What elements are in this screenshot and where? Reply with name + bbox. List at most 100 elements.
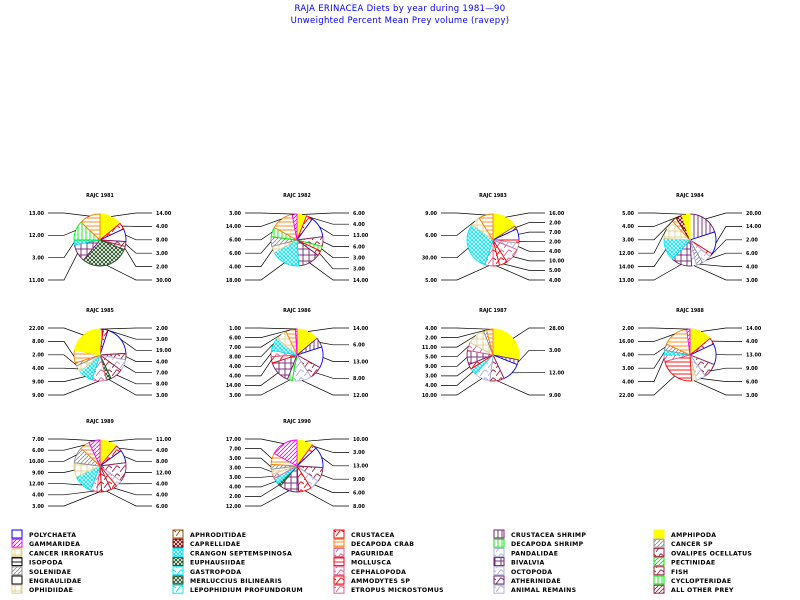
- slice-value-label: 20.00: [746, 211, 762, 217]
- slice-value-label: 9.00: [425, 364, 437, 370]
- leader-line: [319, 342, 349, 346]
- leader-line: [638, 228, 667, 254]
- slice-value-label: 16.00: [619, 339, 635, 345]
- leader-line: [693, 265, 742, 281]
- slice-value-label: 3.00: [229, 211, 241, 217]
- slice-value-label: 13.00: [353, 359, 369, 365]
- slice-value-label: 3.00: [353, 450, 365, 456]
- slice-value-label: 8.00: [353, 376, 365, 382]
- slice-value-label: 10.00: [353, 437, 369, 443]
- slice-value-label: 4.00: [353, 222, 365, 228]
- slice-amphipoda: [681, 213, 691, 241]
- legend-label: PECTINIDAE: [671, 560, 715, 567]
- legend-label: MOLLUSCA: [351, 560, 391, 567]
- slice-value-label: 2.00: [229, 494, 241, 500]
- leader-line: [245, 480, 277, 488]
- leader-line: [48, 212, 90, 217]
- slice-value-label: 12.00: [156, 470, 172, 476]
- leader-line: [638, 333, 675, 342]
- leader-line: [710, 367, 742, 372]
- leader-line: [314, 484, 349, 493]
- legend-swatch: [493, 538, 505, 548]
- slice-value-label: 4.00: [156, 359, 168, 365]
- leader-line: [638, 346, 666, 356]
- slice-value-label: 12.00: [226, 504, 242, 510]
- legend-label: ISOPODA: [29, 560, 63, 567]
- leader-line: [308, 327, 349, 332]
- leader-line: [48, 230, 76, 236]
- slice-value-label: 5.00: [425, 278, 437, 284]
- leader-line: [48, 491, 100, 507]
- slice-value-label: 6.00: [746, 379, 758, 385]
- legend-label: CAPRELLIDAE: [190, 541, 241, 548]
- slice-value-label: 14.00: [746, 224, 762, 230]
- pie-title: RAJC 1983: [479, 193, 507, 199]
- slice-value-label: 2.00: [622, 326, 634, 332]
- legend-swatch: [11, 547, 23, 557]
- leader-line: [106, 264, 152, 281]
- slice-value-label: 6.00: [353, 211, 365, 217]
- slice-value-label: 4.00: [549, 278, 561, 284]
- leader-line: [638, 327, 689, 330]
- slice-value-label: 16.00: [549, 211, 565, 217]
- slice-value-label: 14.00: [619, 264, 635, 270]
- leader-line: [48, 483, 83, 486]
- pie-title: RAJC 1989: [86, 419, 114, 425]
- slice-value-label: 2.00: [549, 240, 561, 246]
- pie-title: RAJC 1981: [86, 193, 114, 199]
- slice-value-label: 3.00: [549, 348, 561, 354]
- leader-line: [118, 447, 152, 451]
- legend-label: PAGURIDAE: [351, 550, 394, 557]
- legend-item-amphipoda: AMPHIPODA: [653, 529, 716, 539]
- legend-swatch: [172, 557, 184, 567]
- legend-swatch: [653, 529, 665, 539]
- leader-line: [441, 335, 476, 348]
- slice-value-label: 11.00: [29, 278, 45, 284]
- slice-value-label: 3.00: [156, 251, 168, 257]
- slice-value-label: 9.00: [32, 393, 44, 399]
- legend-swatch: [333, 547, 345, 557]
- legend-item-lepophidium-profundorum: LEPOPHIDIUM PROFUNDORUM: [172, 584, 303, 594]
- legend-swatch: [653, 557, 665, 567]
- slice-value-label: 7.00: [32, 437, 44, 443]
- legend-swatch: [653, 538, 665, 548]
- legend-label: GAMMARIDEA: [29, 541, 80, 548]
- pie-rajc-1982: RAJC 1982 6.00 4.00 13.00 6.00 3.00 3.00 14.00 3…: [226, 193, 369, 284]
- slice-value-label: 3.00: [229, 475, 241, 481]
- slice-value-label: 4.00: [229, 374, 241, 380]
- legend-label: OCTOPODA: [511, 569, 552, 576]
- slice-value-label: 12.00: [29, 481, 45, 487]
- leader-line: [124, 247, 152, 267]
- leader-line: [314, 446, 349, 453]
- pie-rajc-1988: RAJC 1988 14.00 4.00 13.00 9.00 6.00 3.00 2.00 1…: [619, 308, 762, 399]
- leader-line: [315, 372, 349, 379]
- legend-label: CEPHALOPODA: [351, 569, 406, 576]
- legend-label: ATHERINIDAE: [511, 578, 561, 585]
- slice-value-label: 4.00: [156, 224, 168, 230]
- slice-value-label: 4.00: [622, 224, 634, 230]
- slice-value-label: 9.00: [746, 366, 758, 372]
- slice-value-label: 9.00: [353, 477, 365, 483]
- leader-line: [321, 474, 349, 480]
- legend-swatch: [333, 529, 345, 539]
- legend-swatch: [493, 575, 505, 585]
- slice-value-label: 30.00: [422, 255, 438, 261]
- legend-item-crangon-septemspinosa: CRANGON SEPTEMSPINOSA: [172, 547, 292, 557]
- slice-value-label: 3.00: [32, 504, 44, 510]
- leader-line: [245, 372, 279, 386]
- slice-value-label: 13.00: [353, 233, 369, 239]
- slice-value-label: 8.00: [156, 459, 168, 465]
- slice-value-label: 4.00: [229, 364, 241, 370]
- legend-swatch: [11, 557, 23, 567]
- slice-value-label: 13.00: [746, 353, 762, 359]
- slice-value-label: 13.00: [353, 464, 369, 470]
- leader-line: [125, 234, 152, 241]
- leader-line: [441, 220, 476, 236]
- leader-line: [245, 327, 297, 330]
- slice-value-label: 6.00: [353, 244, 365, 250]
- pie-title: RAJC 1988: [676, 308, 704, 314]
- slice-value-label: 8.00: [229, 355, 241, 361]
- slice-value-label: 4.00: [156, 481, 168, 487]
- leader-line: [701, 378, 742, 382]
